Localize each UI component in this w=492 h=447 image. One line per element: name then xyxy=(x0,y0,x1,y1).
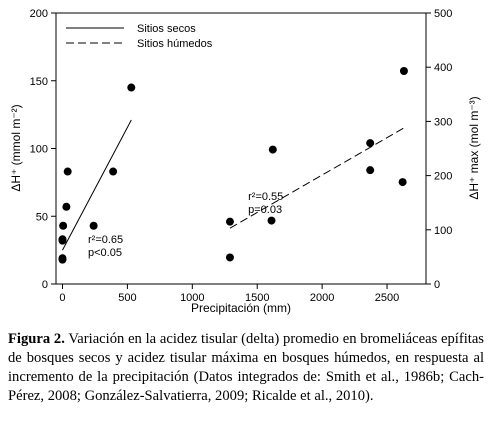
legend-label: Sitios secos xyxy=(137,23,196,35)
y-right-tick-label: 100 xyxy=(434,225,452,237)
axis-ticks: 0 500 1000 1500 2000 250005010015020001002003… xyxy=(30,8,453,304)
x-tick-label: 500 xyxy=(118,292,136,304)
data-points xyxy=(58,66,408,264)
annotations: r²=0.65p<0.05 r²=0.55p=0.03 xyxy=(88,191,283,259)
point-secos xyxy=(109,167,118,176)
y-right-tick-label: 400 xyxy=(434,62,452,74)
x-tick-label: 1500 xyxy=(245,292,269,304)
y-left-tick-label: 200 xyxy=(30,8,48,20)
x-tick-label: 0 xyxy=(59,292,65,304)
caption-text: Variación en la acidez tisular (delta) p… xyxy=(8,331,484,404)
x-tick-label: 1000 xyxy=(180,292,204,304)
y-left-tick-label: 100 xyxy=(30,144,48,156)
point-secos xyxy=(58,236,67,245)
point-secos xyxy=(63,167,72,176)
point-humedos xyxy=(366,166,375,175)
y-right-tick-label: 500 xyxy=(434,8,452,20)
y-left-tick-label: 150 xyxy=(30,76,48,88)
point-secos xyxy=(127,83,136,92)
point-humedos xyxy=(399,66,408,75)
y-axis-left-label: ΔH⁺ (mmol m⁻²) xyxy=(9,104,23,191)
y-axis-right-label: ΔH⁺ max (mol m⁻³) xyxy=(467,96,481,199)
point-secos xyxy=(62,202,71,211)
trend-line-humedos xyxy=(229,127,405,229)
trend-line-secos xyxy=(62,119,132,251)
figure-caption: Figura 2. Variación en la acidez tisular… xyxy=(8,330,484,406)
stats-annotation: r²=0.65 xyxy=(88,234,123,246)
point-humedos xyxy=(225,253,234,262)
y-right-tick-label: 300 xyxy=(434,116,452,128)
point-secos xyxy=(58,255,67,264)
point-humedos xyxy=(268,145,277,154)
scatter-chart: 0 500 1000 1500 2000 250005010015020001002003… xyxy=(9,8,481,315)
point-humedos xyxy=(267,216,276,225)
x-tick-label: 2500 xyxy=(375,292,399,304)
point-secos xyxy=(59,221,68,230)
point-humedos xyxy=(225,217,234,226)
point-humedos xyxy=(366,139,375,148)
caption-label: Figura 2. xyxy=(8,331,65,347)
stats-annotation: p=0.03 xyxy=(248,204,282,216)
y-left-tick-label: 50 xyxy=(36,211,48,223)
legend: Sitios secos Sitios húmedos xyxy=(66,23,213,50)
stats-annotation: p<0.05 xyxy=(88,247,122,259)
trend-lines xyxy=(62,119,405,251)
y-left-tick-label: 0 xyxy=(42,279,48,291)
stats-annotation: r²=0.55 xyxy=(248,191,283,203)
legend-label: Sitios húmedos xyxy=(137,38,213,50)
y-right-tick-label: 0 xyxy=(434,279,440,291)
point-humedos xyxy=(398,178,407,187)
x-axis-label: Precipitación (mm) xyxy=(191,301,291,315)
point-secos xyxy=(89,221,98,230)
y-right-tick-label: 200 xyxy=(434,171,452,183)
x-tick-label: 2000 xyxy=(310,292,334,304)
